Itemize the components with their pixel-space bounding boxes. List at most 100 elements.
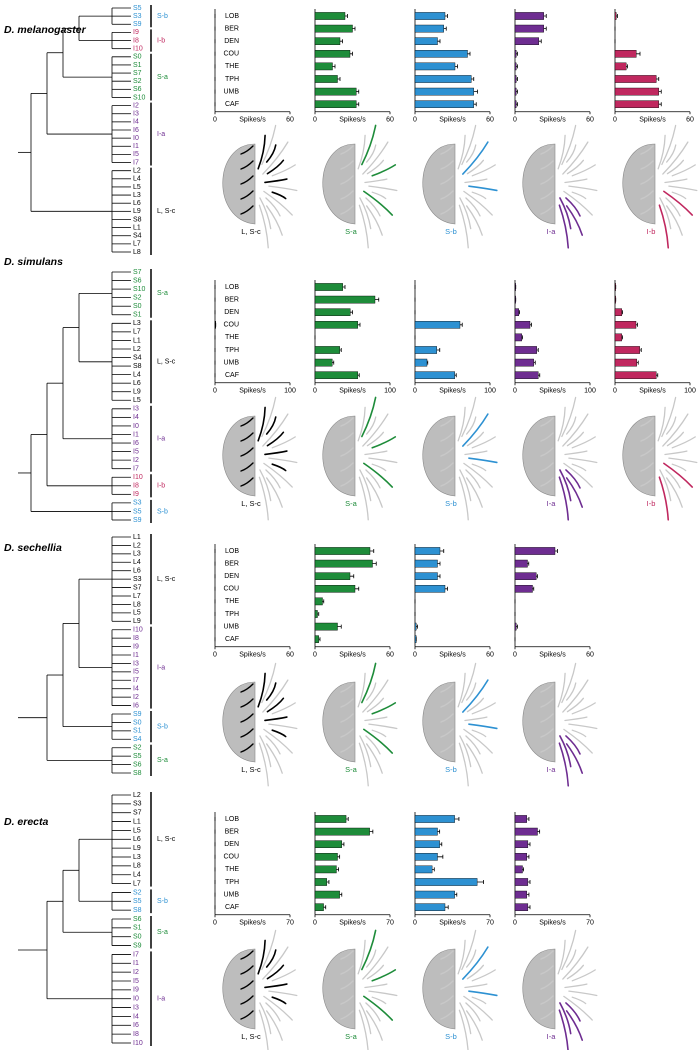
sensillum	[340, 713, 354, 723]
sensillum	[340, 190, 354, 200]
sensillum	[264, 450, 288, 456]
bar	[414, 62, 456, 71]
bar	[314, 87, 357, 96]
sensillum	[668, 185, 698, 192]
bar	[314, 815, 347, 823]
error-bar	[555, 549, 558, 553]
sensillum	[561, 662, 577, 704]
leaf-label: I3	[133, 111, 139, 118]
cluster-label: I-b	[157, 37, 165, 44]
x-tick-label: 0	[513, 920, 517, 927]
sensillum	[440, 462, 454, 472]
leaf-label: L3	[133, 551, 141, 558]
bar	[614, 87, 659, 96]
sensillum	[664, 450, 688, 456]
sensillum	[663, 462, 694, 488]
category-label: DEN	[224, 38, 239, 45]
sensillum	[257, 672, 266, 708]
sensillum	[565, 735, 581, 755]
error-bar	[454, 892, 458, 897]
sensillum	[357, 406, 366, 442]
leaf-label: L7	[133, 880, 141, 887]
leaf-label: S2	[133, 745, 142, 752]
sensillum	[268, 990, 298, 997]
error-bar	[445, 14, 448, 18]
sensillum	[265, 949, 277, 968]
sensillum	[462, 946, 489, 980]
x-tick-label: 100	[584, 388, 596, 395]
sensillum	[366, 949, 377, 968]
sensillum	[240, 950, 254, 960]
x-axis-label: Spikes/s	[439, 388, 466, 395]
x-tick-label: 0	[213, 920, 217, 927]
error-bar	[357, 373, 360, 378]
sensillum	[364, 716, 388, 722]
leaf-label: I10	[133, 474, 143, 481]
error-bar	[432, 867, 435, 872]
error-bar	[443, 26, 447, 31]
category-label: THE	[225, 598, 239, 605]
x-tick-label: 70	[486, 920, 494, 927]
x-axis-label: Spikes/s	[439, 117, 466, 124]
error-bar	[532, 586, 535, 591]
leaf-label: I5	[133, 448, 139, 455]
category-label: TPH	[225, 347, 239, 354]
sensillum	[558, 742, 570, 787]
sensillum	[457, 406, 466, 442]
bar	[614, 100, 659, 108]
sensillum	[266, 477, 283, 508]
sensillum	[366, 144, 377, 163]
error-bar	[323, 905, 327, 910]
sensillum	[371, 729, 387, 738]
bar	[614, 308, 622, 317]
x-axis-label: Spikes/s	[339, 920, 366, 927]
sensillum	[458, 742, 469, 787]
sensillum	[368, 185, 398, 192]
sensillum	[440, 965, 454, 975]
bar	[314, 321, 358, 329]
x-axis-label: Spikes/s	[339, 117, 366, 124]
sensillum	[640, 432, 654, 442]
sensillum	[664, 178, 688, 184]
leaf-label: I4	[133, 414, 139, 421]
sensillum	[463, 728, 493, 754]
sensillum	[271, 463, 287, 472]
x-tick-label: 60	[386, 117, 394, 124]
sensillum	[368, 990, 398, 997]
bar	[414, 75, 472, 83]
category-label: CAF	[225, 372, 239, 379]
sensillum	[368, 457, 398, 464]
leaf-label: I7	[133, 159, 139, 166]
sensillum	[371, 996, 387, 1005]
error-bar	[621, 310, 623, 315]
sensillum	[359, 1002, 372, 1035]
sensillum	[240, 417, 254, 427]
sensillum	[340, 965, 354, 975]
leaf-label: I0	[133, 996, 139, 1003]
sensillum	[364, 983, 388, 989]
sensillum	[266, 743, 283, 774]
sensillum	[361, 662, 377, 704]
sensillum	[265, 197, 281, 217]
sensillum	[362, 141, 389, 175]
sensillum	[240, 432, 254, 442]
leaf-label: S7	[133, 810, 142, 817]
error-bar	[372, 561, 377, 566]
sensillum	[463, 462, 493, 488]
sensillum	[540, 145, 554, 155]
bar	[514, 62, 517, 71]
leaf-label: L6	[133, 200, 141, 207]
category-label: LOB	[225, 816, 239, 823]
cluster-label: S-a	[157, 290, 168, 297]
bar	[414, 24, 444, 33]
sensillum	[258, 1009, 269, 1050]
leaf-label: S4	[133, 233, 142, 240]
leaf-label: S3	[133, 13, 142, 20]
error-bar	[639, 348, 642, 352]
sensillum	[466, 477, 483, 508]
sensillum	[471, 702, 496, 715]
sensillum	[361, 929, 377, 971]
bar	[314, 635, 319, 643]
sensillum	[359, 197, 372, 230]
bar	[414, 865, 433, 874]
